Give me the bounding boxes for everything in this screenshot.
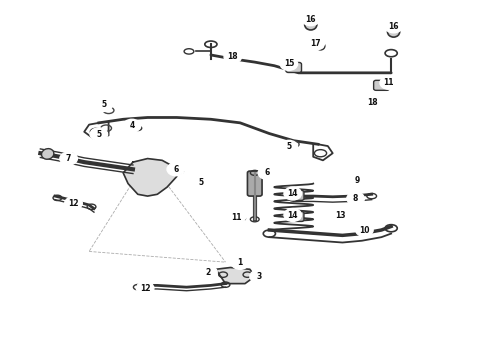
Circle shape [284,208,301,221]
Text: 7: 7 [66,154,72,163]
Text: 15: 15 [284,59,294,68]
Text: 5: 5 [101,100,106,109]
FancyBboxPatch shape [247,171,262,196]
Text: 11: 11 [384,78,394,87]
Circle shape [136,282,154,295]
Text: 1: 1 [238,258,243,267]
Circle shape [231,256,249,269]
Circle shape [90,128,108,141]
Text: 12: 12 [140,284,150,293]
Text: 14: 14 [288,189,298,198]
Text: 10: 10 [359,225,369,234]
Polygon shape [123,158,177,196]
Text: 16: 16 [306,15,316,24]
Text: 5: 5 [198,178,204,187]
Ellipse shape [63,153,76,163]
Circle shape [95,99,113,111]
Text: 17: 17 [310,39,321,48]
Text: 16: 16 [389,22,399,31]
Ellipse shape [240,217,245,220]
Text: 12: 12 [68,199,79,208]
FancyBboxPatch shape [288,190,304,201]
Circle shape [348,174,366,187]
Circle shape [250,270,268,283]
Text: 6: 6 [173,165,178,174]
Text: 8: 8 [353,194,358,203]
Text: 18: 18 [368,98,378,107]
Circle shape [347,192,365,205]
FancyBboxPatch shape [286,63,301,72]
Circle shape [228,211,245,224]
Circle shape [123,119,141,132]
Text: 14: 14 [288,211,298,220]
Circle shape [302,13,319,26]
Circle shape [385,20,402,33]
Text: 9: 9 [354,176,360,185]
Circle shape [224,50,242,63]
Circle shape [307,37,324,50]
Ellipse shape [350,179,360,185]
Circle shape [65,197,82,210]
FancyBboxPatch shape [374,80,389,90]
Text: 5: 5 [286,142,292,151]
Text: 13: 13 [335,211,345,220]
Circle shape [284,187,301,200]
Ellipse shape [175,168,184,174]
Text: 2: 2 [206,268,211,277]
Ellipse shape [263,172,271,177]
Text: 5: 5 [96,130,101,139]
Text: 4: 4 [129,121,135,130]
Circle shape [364,96,381,109]
Circle shape [280,58,297,70]
Ellipse shape [316,42,325,50]
Text: 11: 11 [231,213,242,222]
Circle shape [193,176,210,189]
Circle shape [380,76,397,89]
Text: 6: 6 [264,168,270,177]
Circle shape [60,152,77,165]
Text: 3: 3 [256,272,261,281]
Circle shape [200,266,217,279]
Text: 18: 18 [227,52,238,61]
FancyBboxPatch shape [288,211,304,221]
Polygon shape [216,267,255,284]
Circle shape [167,163,185,176]
Circle shape [356,224,373,237]
Ellipse shape [134,126,142,131]
Ellipse shape [305,19,317,30]
Circle shape [258,166,276,179]
Ellipse shape [388,26,400,37]
Circle shape [331,208,349,221]
Ellipse shape [42,149,54,159]
Circle shape [280,140,297,153]
